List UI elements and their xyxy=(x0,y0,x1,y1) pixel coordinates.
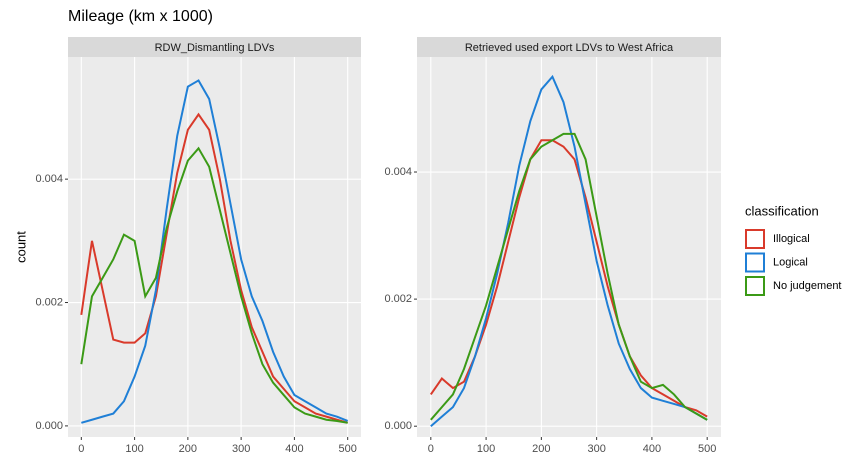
y-tick-label: 0.000 xyxy=(35,420,63,432)
x-tick-label: 400 xyxy=(285,443,303,455)
density-line xyxy=(430,132,708,421)
x-tick-label: 200 xyxy=(532,443,550,455)
y-tick-label: 0.002 xyxy=(35,296,63,308)
density-line xyxy=(81,79,349,424)
legend-title: classification xyxy=(745,203,819,218)
x-tick-label: 300 xyxy=(232,443,250,455)
legend-label: Logical xyxy=(773,256,808,268)
x-tick-label: 100 xyxy=(125,443,143,455)
x-tick-label: 400 xyxy=(643,443,661,455)
y-tick-label: 0.004 xyxy=(384,166,412,178)
strip-background xyxy=(68,37,361,57)
legend-key xyxy=(745,252,765,273)
strip-background xyxy=(417,37,721,57)
legend-label: Illogical xyxy=(773,233,810,245)
legend-label: No judgement xyxy=(773,280,842,292)
density-line xyxy=(80,112,348,424)
x-tick-label: 100 xyxy=(477,443,495,455)
panel-background xyxy=(68,57,361,437)
strip-label: Retrieved used export LDVs to West Afric… xyxy=(465,42,674,54)
strip-label: RDW_Dismantling LDVs xyxy=(155,42,275,54)
x-tick-label: 200 xyxy=(179,443,197,455)
panel-background xyxy=(417,57,721,437)
legend-key xyxy=(745,276,765,296)
density-line xyxy=(80,146,348,424)
y-axis-label: count xyxy=(13,231,28,263)
density-line xyxy=(430,74,708,427)
x-tick-label: 500 xyxy=(698,443,716,455)
x-tick-label: 0 xyxy=(78,443,84,455)
x-tick-label: 300 xyxy=(587,443,605,455)
y-tick-label: 0.004 xyxy=(35,173,63,185)
chart-title: Mileage (km x 1000) xyxy=(68,8,213,25)
x-tick-label: 500 xyxy=(339,443,357,455)
y-tick-label: 0.002 xyxy=(384,293,412,305)
x-tick-label: 0 xyxy=(428,443,434,455)
legend-key xyxy=(745,229,765,249)
y-tick-label: 0.000 xyxy=(384,420,412,432)
